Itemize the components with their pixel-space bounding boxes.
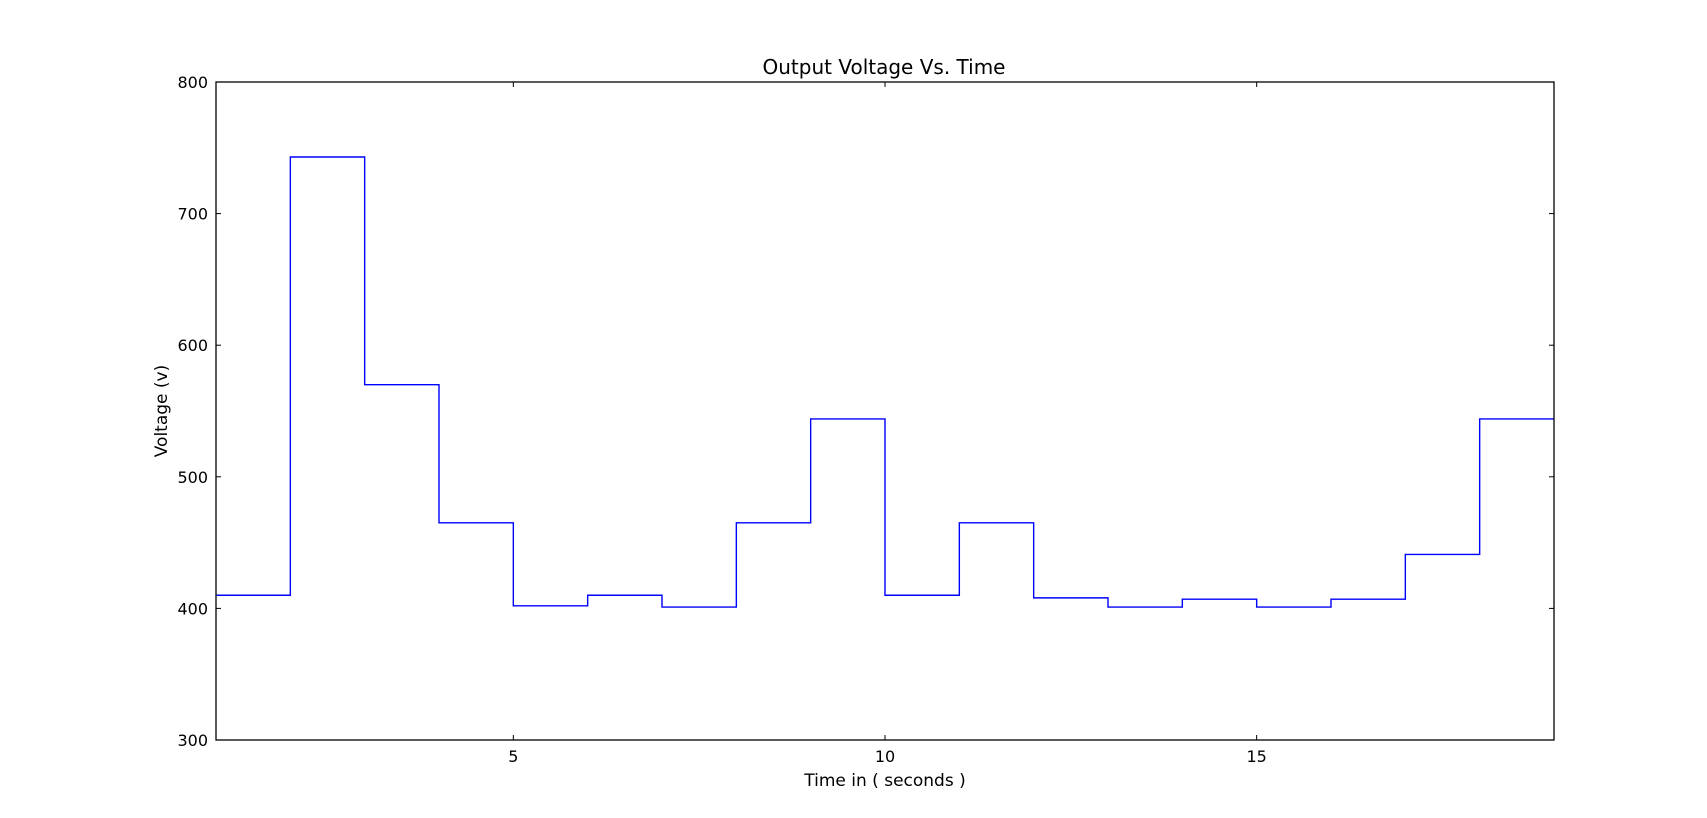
voltage-step-line	[216, 156, 1554, 608]
y-tick-label: 800	[177, 73, 208, 92]
y-tick-label: 600	[177, 336, 208, 355]
y-tick-label: 700	[177, 205, 208, 224]
x-tick-label: 5	[508, 747, 518, 766]
plot-frame	[215, 81, 1555, 741]
series-layer	[216, 156, 1554, 608]
y-tick-label: 300	[177, 731, 208, 750]
y-tick-label: 400	[177, 599, 208, 618]
y-tick-label: 500	[177, 468, 208, 487]
axis-ticks: 5 10 15 300 400 500 600 700 800	[177, 73, 1554, 766]
x-tick-label: 10	[875, 747, 895, 766]
chart-title: Output Voltage Vs. Time	[763, 55, 1006, 79]
y-axis-label: Voltage (v)	[152, 365, 172, 458]
x-axis-label: Time in ( seconds )	[803, 771, 965, 791]
x-tick-label: 15	[1246, 747, 1266, 766]
